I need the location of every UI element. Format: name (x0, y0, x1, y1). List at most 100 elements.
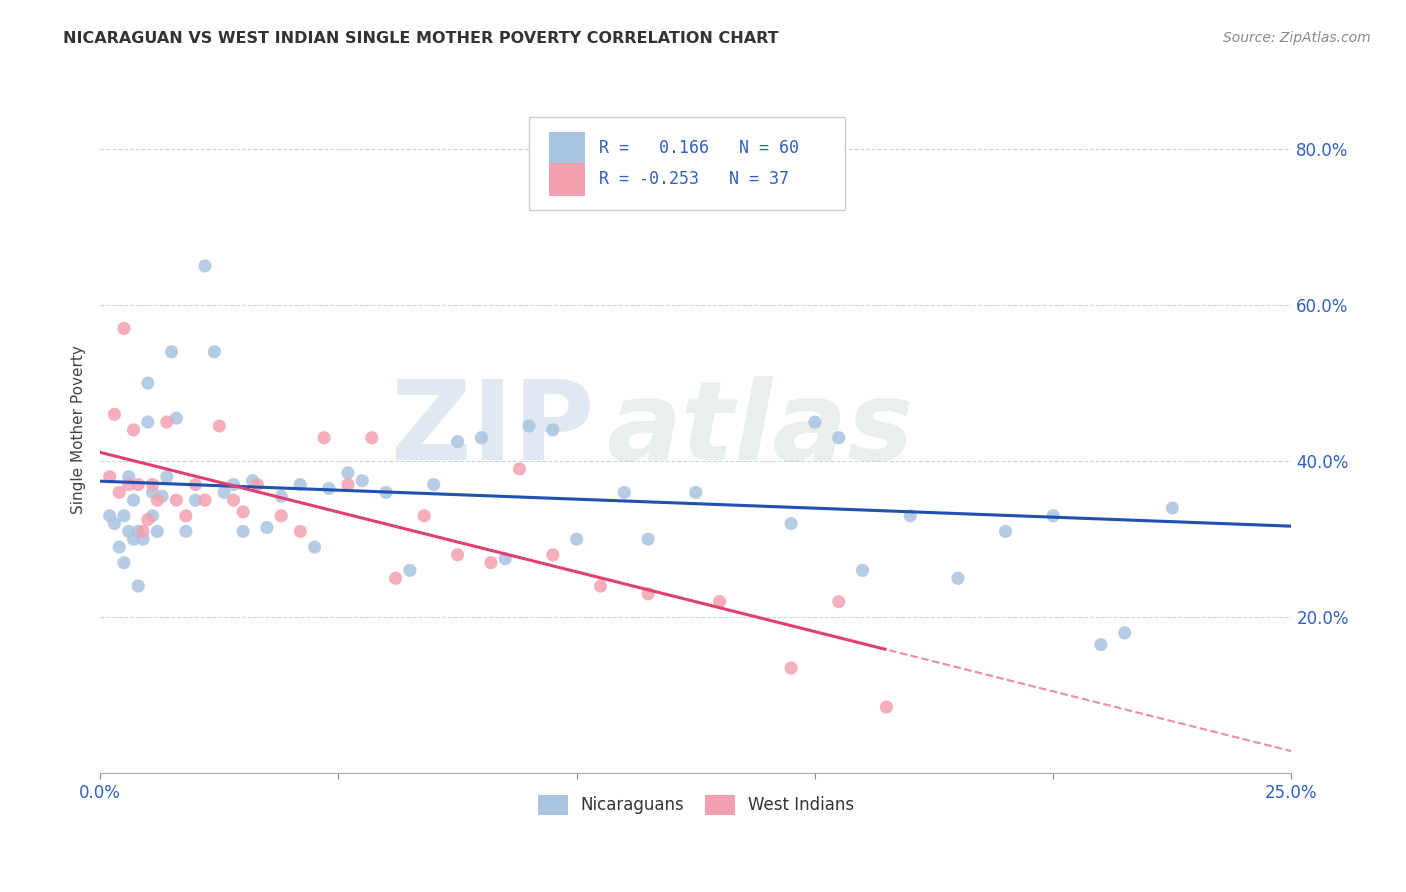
Y-axis label: Single Mother Poverty: Single Mother Poverty (72, 345, 86, 515)
Point (112, 508, 135, 523)
Point (156, 415, 179, 429)
Point (184, 477, 207, 491)
Point (270, 508, 292, 523)
Point (780, 661, 803, 675)
Point (222, 477, 245, 491)
Point (733, 188, 755, 202)
Point (118, 524, 141, 539)
Point (232, 505, 254, 519)
Point (174, 508, 197, 523)
Point (132, 532, 155, 546)
Point (413, 508, 436, 523)
Point (122, 532, 145, 546)
Point (470, 431, 492, 445)
Point (146, 493, 169, 508)
Point (422, 477, 444, 491)
Legend: Nicaraguans, West Indians: Nicaraguans, West Indians (529, 787, 862, 823)
Point (242, 474, 264, 488)
Point (98, 508, 121, 523)
Point (127, 477, 149, 491)
Point (290, 477, 312, 491)
Point (290, 524, 312, 539)
Point (112, 321, 135, 335)
Point (613, 485, 636, 500)
Bar (550, 132, 585, 165)
Point (494, 551, 516, 566)
Point (136, 376, 159, 390)
Point (1042, 508, 1064, 523)
Point (103, 407, 125, 421)
Point (118, 477, 141, 491)
Point (141, 508, 163, 523)
Point (541, 423, 564, 437)
Point (517, 419, 540, 434)
Point (685, 485, 707, 500)
Text: ZIP: ZIP (391, 376, 595, 483)
Point (204, 344, 226, 359)
Point (589, 579, 612, 593)
Point (246, 477, 269, 491)
Text: NICARAGUAN VS WEST INDIAN SINGLE MOTHER POVERTY CORRELATION CHART: NICARAGUAN VS WEST INDIAN SINGLE MOTHER … (63, 31, 779, 46)
Point (1114, 626, 1136, 640)
Point (112, 556, 135, 570)
Text: R = -0.253   N = 37: R = -0.253 N = 37 (599, 170, 789, 188)
Point (994, 524, 1017, 539)
Text: atlas: atlas (606, 376, 914, 483)
Point (108, 485, 131, 500)
Point (136, 513, 159, 527)
Point (270, 489, 292, 503)
Point (336, 466, 359, 480)
Text: Source: ZipAtlas.com: Source: ZipAtlas.com (1223, 31, 1371, 45)
Point (122, 493, 145, 508)
Point (174, 524, 197, 539)
Point (108, 540, 131, 554)
FancyBboxPatch shape (529, 117, 845, 210)
Point (804, 415, 827, 429)
Point (637, 587, 659, 601)
Point (352, 474, 374, 488)
Point (208, 419, 231, 434)
Point (541, 548, 564, 562)
Point (360, 431, 382, 445)
Point (256, 520, 278, 534)
Point (150, 489, 173, 503)
Point (127, 579, 149, 593)
Point (141, 485, 163, 500)
Point (232, 524, 254, 539)
Point (1161, 500, 1184, 515)
Point (637, 532, 659, 546)
Point (156, 469, 179, 483)
Point (565, 532, 588, 546)
Point (1090, 638, 1112, 652)
Point (780, 516, 803, 531)
Point (898, 508, 921, 523)
Point (384, 571, 406, 585)
Point (132, 524, 155, 539)
Point (479, 556, 502, 570)
Point (118, 469, 141, 483)
Point (508, 462, 530, 476)
Point (851, 563, 873, 577)
Point (375, 485, 398, 500)
Point (446, 434, 468, 449)
Point (446, 548, 468, 562)
Text: R =   0.166   N = 60: R = 0.166 N = 60 (599, 139, 799, 157)
Point (122, 423, 145, 437)
Point (98, 469, 121, 483)
Point (828, 431, 851, 445)
Point (160, 344, 183, 359)
Point (184, 493, 207, 508)
Point (194, 259, 217, 273)
Point (222, 493, 245, 508)
Point (318, 482, 340, 496)
Point (146, 524, 169, 539)
Point (314, 431, 336, 445)
Point (709, 595, 731, 609)
Point (136, 415, 159, 429)
Point (828, 595, 851, 609)
Point (127, 524, 149, 539)
Point (165, 411, 187, 425)
Point (141, 477, 163, 491)
Point (194, 493, 217, 508)
Point (875, 700, 897, 714)
